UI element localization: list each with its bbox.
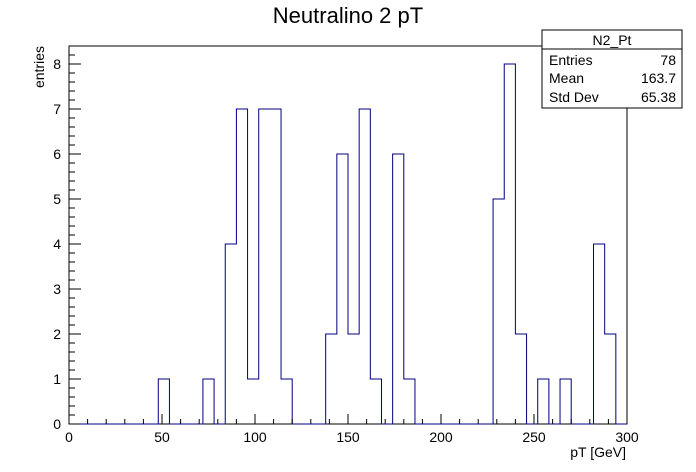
y-tick-label: 6 bbox=[53, 146, 61, 162]
x-tick-label: 0 bbox=[65, 429, 73, 445]
x-tick-label: 250 bbox=[522, 429, 546, 445]
x-tick-label: 150 bbox=[336, 429, 360, 445]
stats-entries-value: 78 bbox=[660, 52, 676, 68]
x-axis-label: pT [GeV] bbox=[570, 444, 626, 460]
y-tick-label: 8 bbox=[53, 56, 61, 72]
histogram-outline bbox=[69, 63, 627, 425]
x-tick-label: 300 bbox=[615, 429, 639, 445]
stats-box-name: N2_Pt bbox=[593, 32, 632, 48]
y-tick-label: 3 bbox=[53, 281, 61, 297]
chart-title: Neutralino 2 pT bbox=[273, 3, 423, 28]
y-tick-label: 1 bbox=[53, 371, 61, 387]
stats-stddev-value: 65.38 bbox=[641, 89, 676, 105]
stats-box: N2_Pt Entries 78 Mean 163.7 Std Dev 65.3… bbox=[541, 29, 683, 109]
stats-box-frame bbox=[541, 29, 683, 109]
y-tick-label: 0 bbox=[53, 416, 61, 432]
y-tick-label: 4 bbox=[53, 236, 61, 252]
y-tick-label: 2 bbox=[53, 326, 61, 342]
x-tick-label: 50 bbox=[154, 429, 170, 445]
x-tick-label: 100 bbox=[243, 429, 267, 445]
stats-entries-label: Entries bbox=[549, 52, 593, 68]
y-tick-label: 7 bbox=[53, 101, 61, 117]
x-tick-label: 200 bbox=[429, 429, 453, 445]
stats-stddev-label: Std Dev bbox=[549, 89, 599, 105]
y-tick-label: 5 bbox=[53, 191, 61, 207]
y-axis-label: entries bbox=[31, 46, 47, 88]
stats-mean-label: Mean bbox=[549, 70, 584, 86]
stats-mean-value: 163.7 bbox=[641, 70, 676, 86]
